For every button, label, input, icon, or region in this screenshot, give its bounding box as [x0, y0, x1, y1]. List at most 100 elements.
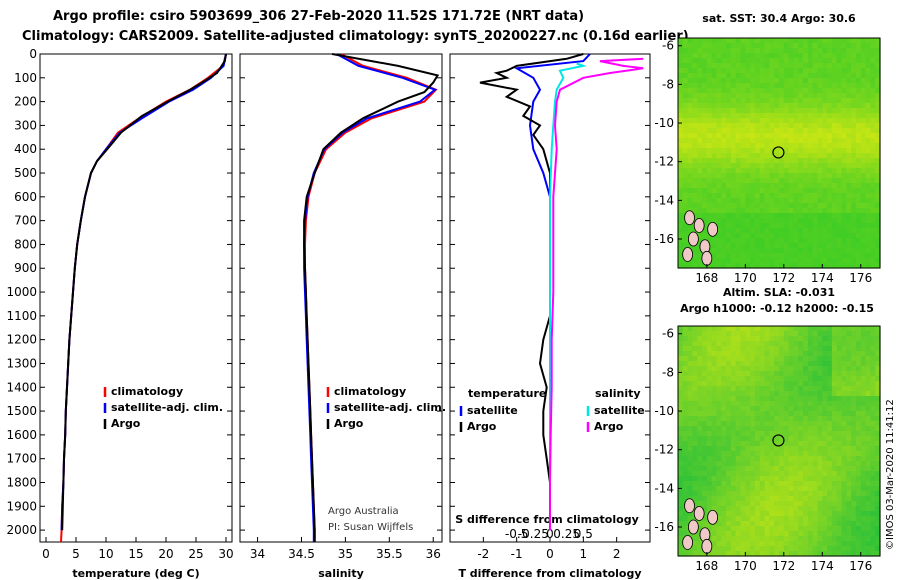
map-cell — [841, 238, 847, 244]
map-cell — [774, 213, 780, 219]
map-cell — [851, 223, 857, 229]
map-cell — [793, 406, 799, 412]
map-cell — [870, 58, 876, 64]
map-cell — [735, 233, 742, 239]
map-cell — [783, 461, 790, 467]
map-cell — [831, 351, 838, 357]
map-cell — [865, 481, 871, 487]
map-cell — [754, 361, 761, 367]
map-cell — [860, 153, 867, 159]
map-cell — [697, 173, 703, 179]
map-cell — [711, 253, 718, 259]
map-cell — [750, 496, 756, 502]
map-cell — [750, 501, 756, 507]
map-cell — [788, 143, 795, 149]
map-cell — [865, 243, 871, 249]
map-cell — [822, 133, 828, 139]
map-cell — [769, 138, 775, 144]
map-cell — [779, 421, 785, 427]
map-cell — [798, 421, 804, 427]
map-cell — [798, 108, 804, 114]
map-cell — [706, 143, 713, 149]
map-cell — [793, 38, 799, 44]
map-cell — [706, 163, 713, 169]
map-cell — [851, 431, 857, 437]
map-cell — [788, 73, 795, 79]
map-cell — [783, 138, 790, 144]
map-cell — [817, 43, 823, 49]
map-cell — [687, 516, 694, 522]
map-cell — [754, 118, 761, 124]
map-cell — [827, 38, 833, 44]
map-cell — [678, 461, 684, 467]
map-cell — [831, 466, 838, 472]
map-cell — [769, 426, 775, 432]
map-cell — [875, 178, 881, 184]
map-cell — [841, 506, 847, 512]
map-cell — [779, 326, 785, 332]
map-cell — [807, 416, 814, 422]
map-cell — [846, 248, 852, 254]
map-cell — [774, 88, 780, 94]
map-cell — [855, 128, 862, 134]
map-cell — [702, 326, 708, 332]
map-cell — [855, 356, 862, 362]
map-cell — [793, 233, 799, 239]
map-cell — [851, 526, 857, 532]
map-cell — [870, 38, 876, 44]
map-cell — [827, 451, 833, 457]
map-cell — [793, 331, 799, 337]
map-cell — [678, 88, 684, 94]
map-cell — [812, 158, 819, 164]
map-cell — [730, 501, 737, 507]
map-cell — [692, 326, 698, 332]
map-cell — [827, 248, 833, 254]
map-cell — [846, 336, 852, 342]
map-cell — [788, 411, 795, 417]
map-cell — [783, 531, 790, 537]
map-cell — [803, 371, 809, 377]
map-cell — [860, 108, 867, 114]
map-cell — [740, 336, 746, 342]
map-cell — [678, 476, 684, 482]
map-cell — [788, 451, 795, 457]
map-cell — [687, 118, 694, 124]
map-cell — [803, 123, 809, 129]
map-cell — [730, 148, 737, 154]
map-cell — [822, 331, 828, 337]
map-cell — [865, 258, 871, 264]
map-cell — [798, 516, 804, 522]
map-cell — [678, 148, 684, 154]
map-cell — [682, 451, 689, 457]
map-cell — [706, 351, 713, 357]
map-cell — [740, 163, 746, 169]
map-cell — [841, 178, 847, 184]
map-cell — [692, 108, 698, 114]
map-cell — [798, 426, 804, 432]
map-cell — [812, 356, 819, 362]
map-cell — [706, 471, 713, 477]
map-cell — [793, 441, 799, 447]
map-cell — [769, 228, 775, 234]
map-cell — [807, 361, 814, 367]
map-cell — [822, 98, 828, 104]
map-cell — [750, 426, 756, 432]
map-cell — [807, 168, 814, 174]
map-cell — [730, 38, 737, 44]
map-cell — [730, 253, 737, 259]
map-cell — [788, 148, 795, 154]
map-cell — [759, 451, 766, 457]
map-cell — [759, 258, 766, 264]
map-cell — [827, 546, 833, 552]
map-cell — [764, 193, 770, 199]
map-cell — [783, 381, 790, 387]
map-cell — [783, 83, 790, 89]
map-cell — [711, 366, 718, 372]
map-cell — [793, 183, 799, 189]
map-cell — [740, 228, 746, 234]
map-cell — [697, 366, 703, 372]
map-cell — [764, 198, 770, 204]
map-cell — [697, 143, 703, 149]
map-cell — [822, 551, 828, 557]
map-cell — [846, 436, 852, 442]
